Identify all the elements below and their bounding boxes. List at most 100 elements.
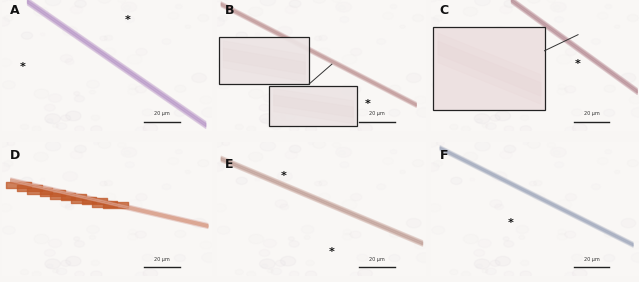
Circle shape	[271, 123, 282, 129]
Circle shape	[463, 152, 477, 161]
Circle shape	[53, 269, 58, 273]
Circle shape	[474, 250, 484, 256]
Circle shape	[357, 254, 368, 261]
Circle shape	[351, 193, 362, 201]
Circle shape	[121, 2, 137, 12]
Circle shape	[521, 260, 529, 266]
Circle shape	[305, 126, 317, 133]
Circle shape	[572, 109, 583, 116]
Circle shape	[91, 271, 102, 278]
Circle shape	[100, 36, 107, 41]
Circle shape	[463, 7, 477, 16]
Circle shape	[89, 90, 95, 94]
Circle shape	[32, 126, 41, 132]
Circle shape	[417, 107, 432, 117]
Circle shape	[319, 35, 327, 41]
Circle shape	[162, 39, 171, 44]
Circle shape	[627, 14, 638, 21]
Circle shape	[478, 239, 491, 248]
Circle shape	[135, 231, 146, 238]
Circle shape	[500, 151, 512, 159]
Circle shape	[219, 16, 227, 21]
Circle shape	[63, 27, 77, 36]
Circle shape	[289, 0, 301, 8]
Circle shape	[566, 193, 576, 201]
Circle shape	[49, 94, 62, 102]
Text: E: E	[225, 158, 233, 171]
Circle shape	[261, 119, 268, 123]
Circle shape	[275, 200, 288, 208]
Bar	[269, 86, 357, 126]
Circle shape	[185, 25, 190, 28]
Circle shape	[573, 124, 587, 133]
Circle shape	[275, 115, 286, 121]
Circle shape	[504, 126, 514, 132]
Circle shape	[476, 119, 482, 123]
Circle shape	[249, 152, 263, 161]
Text: *: *	[508, 218, 514, 228]
Circle shape	[73, 92, 80, 95]
Circle shape	[61, 260, 71, 266]
Circle shape	[604, 109, 615, 116]
Circle shape	[495, 111, 511, 121]
Circle shape	[0, 18, 10, 26]
Circle shape	[504, 0, 516, 8]
Circle shape	[268, 124, 273, 127]
Text: 20 μm: 20 μm	[155, 111, 170, 116]
Circle shape	[289, 96, 299, 102]
Circle shape	[492, 27, 507, 36]
Circle shape	[304, 235, 310, 239]
Circle shape	[592, 184, 601, 190]
Circle shape	[305, 271, 317, 278]
Circle shape	[335, 147, 351, 157]
Circle shape	[495, 204, 504, 210]
Circle shape	[490, 200, 502, 208]
Circle shape	[21, 177, 33, 184]
Circle shape	[519, 90, 525, 94]
Circle shape	[222, 141, 229, 146]
Circle shape	[277, 27, 292, 36]
Circle shape	[314, 36, 322, 41]
Circle shape	[136, 193, 147, 201]
Circle shape	[503, 92, 509, 95]
Circle shape	[476, 264, 482, 268]
Circle shape	[61, 54, 73, 62]
Circle shape	[534, 180, 542, 186]
Circle shape	[529, 181, 537, 186]
Circle shape	[450, 177, 462, 184]
Circle shape	[63, 172, 77, 181]
Circle shape	[211, 0, 223, 2]
Circle shape	[75, 0, 86, 8]
Circle shape	[260, 141, 275, 151]
Circle shape	[263, 239, 277, 248]
Circle shape	[377, 184, 386, 190]
Text: *: *	[365, 99, 371, 109]
Circle shape	[219, 161, 227, 166]
Circle shape	[519, 235, 525, 239]
Circle shape	[41, 178, 45, 181]
Circle shape	[135, 86, 146, 93]
Circle shape	[350, 231, 361, 238]
Circle shape	[0, 0, 8, 2]
Circle shape	[45, 104, 55, 111]
Circle shape	[516, 80, 528, 88]
Circle shape	[259, 104, 270, 111]
Circle shape	[45, 250, 55, 256]
Circle shape	[3, 81, 15, 89]
Circle shape	[202, 253, 217, 263]
Text: A: A	[10, 4, 20, 17]
Circle shape	[192, 73, 206, 83]
Circle shape	[503, 237, 509, 241]
Circle shape	[631, 253, 639, 263]
Circle shape	[520, 126, 532, 133]
Circle shape	[61, 200, 73, 208]
Circle shape	[432, 226, 445, 234]
Circle shape	[319, 180, 327, 186]
Circle shape	[486, 123, 497, 129]
Circle shape	[271, 268, 282, 275]
Circle shape	[0, 59, 12, 67]
Circle shape	[65, 59, 74, 65]
Circle shape	[281, 256, 296, 266]
Text: 20 μm: 20 μm	[369, 111, 385, 116]
Circle shape	[521, 115, 529, 120]
